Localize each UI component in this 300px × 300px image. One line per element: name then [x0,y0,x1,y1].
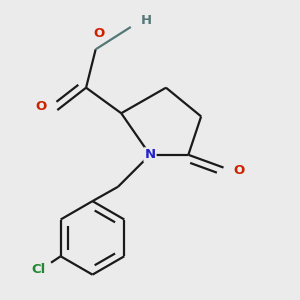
Text: O: O [36,100,47,113]
Text: O: O [93,27,104,40]
Text: O: O [234,164,245,177]
Text: N: N [144,148,156,161]
Text: Cl: Cl [31,262,45,275]
Text: H: H [141,14,152,27]
